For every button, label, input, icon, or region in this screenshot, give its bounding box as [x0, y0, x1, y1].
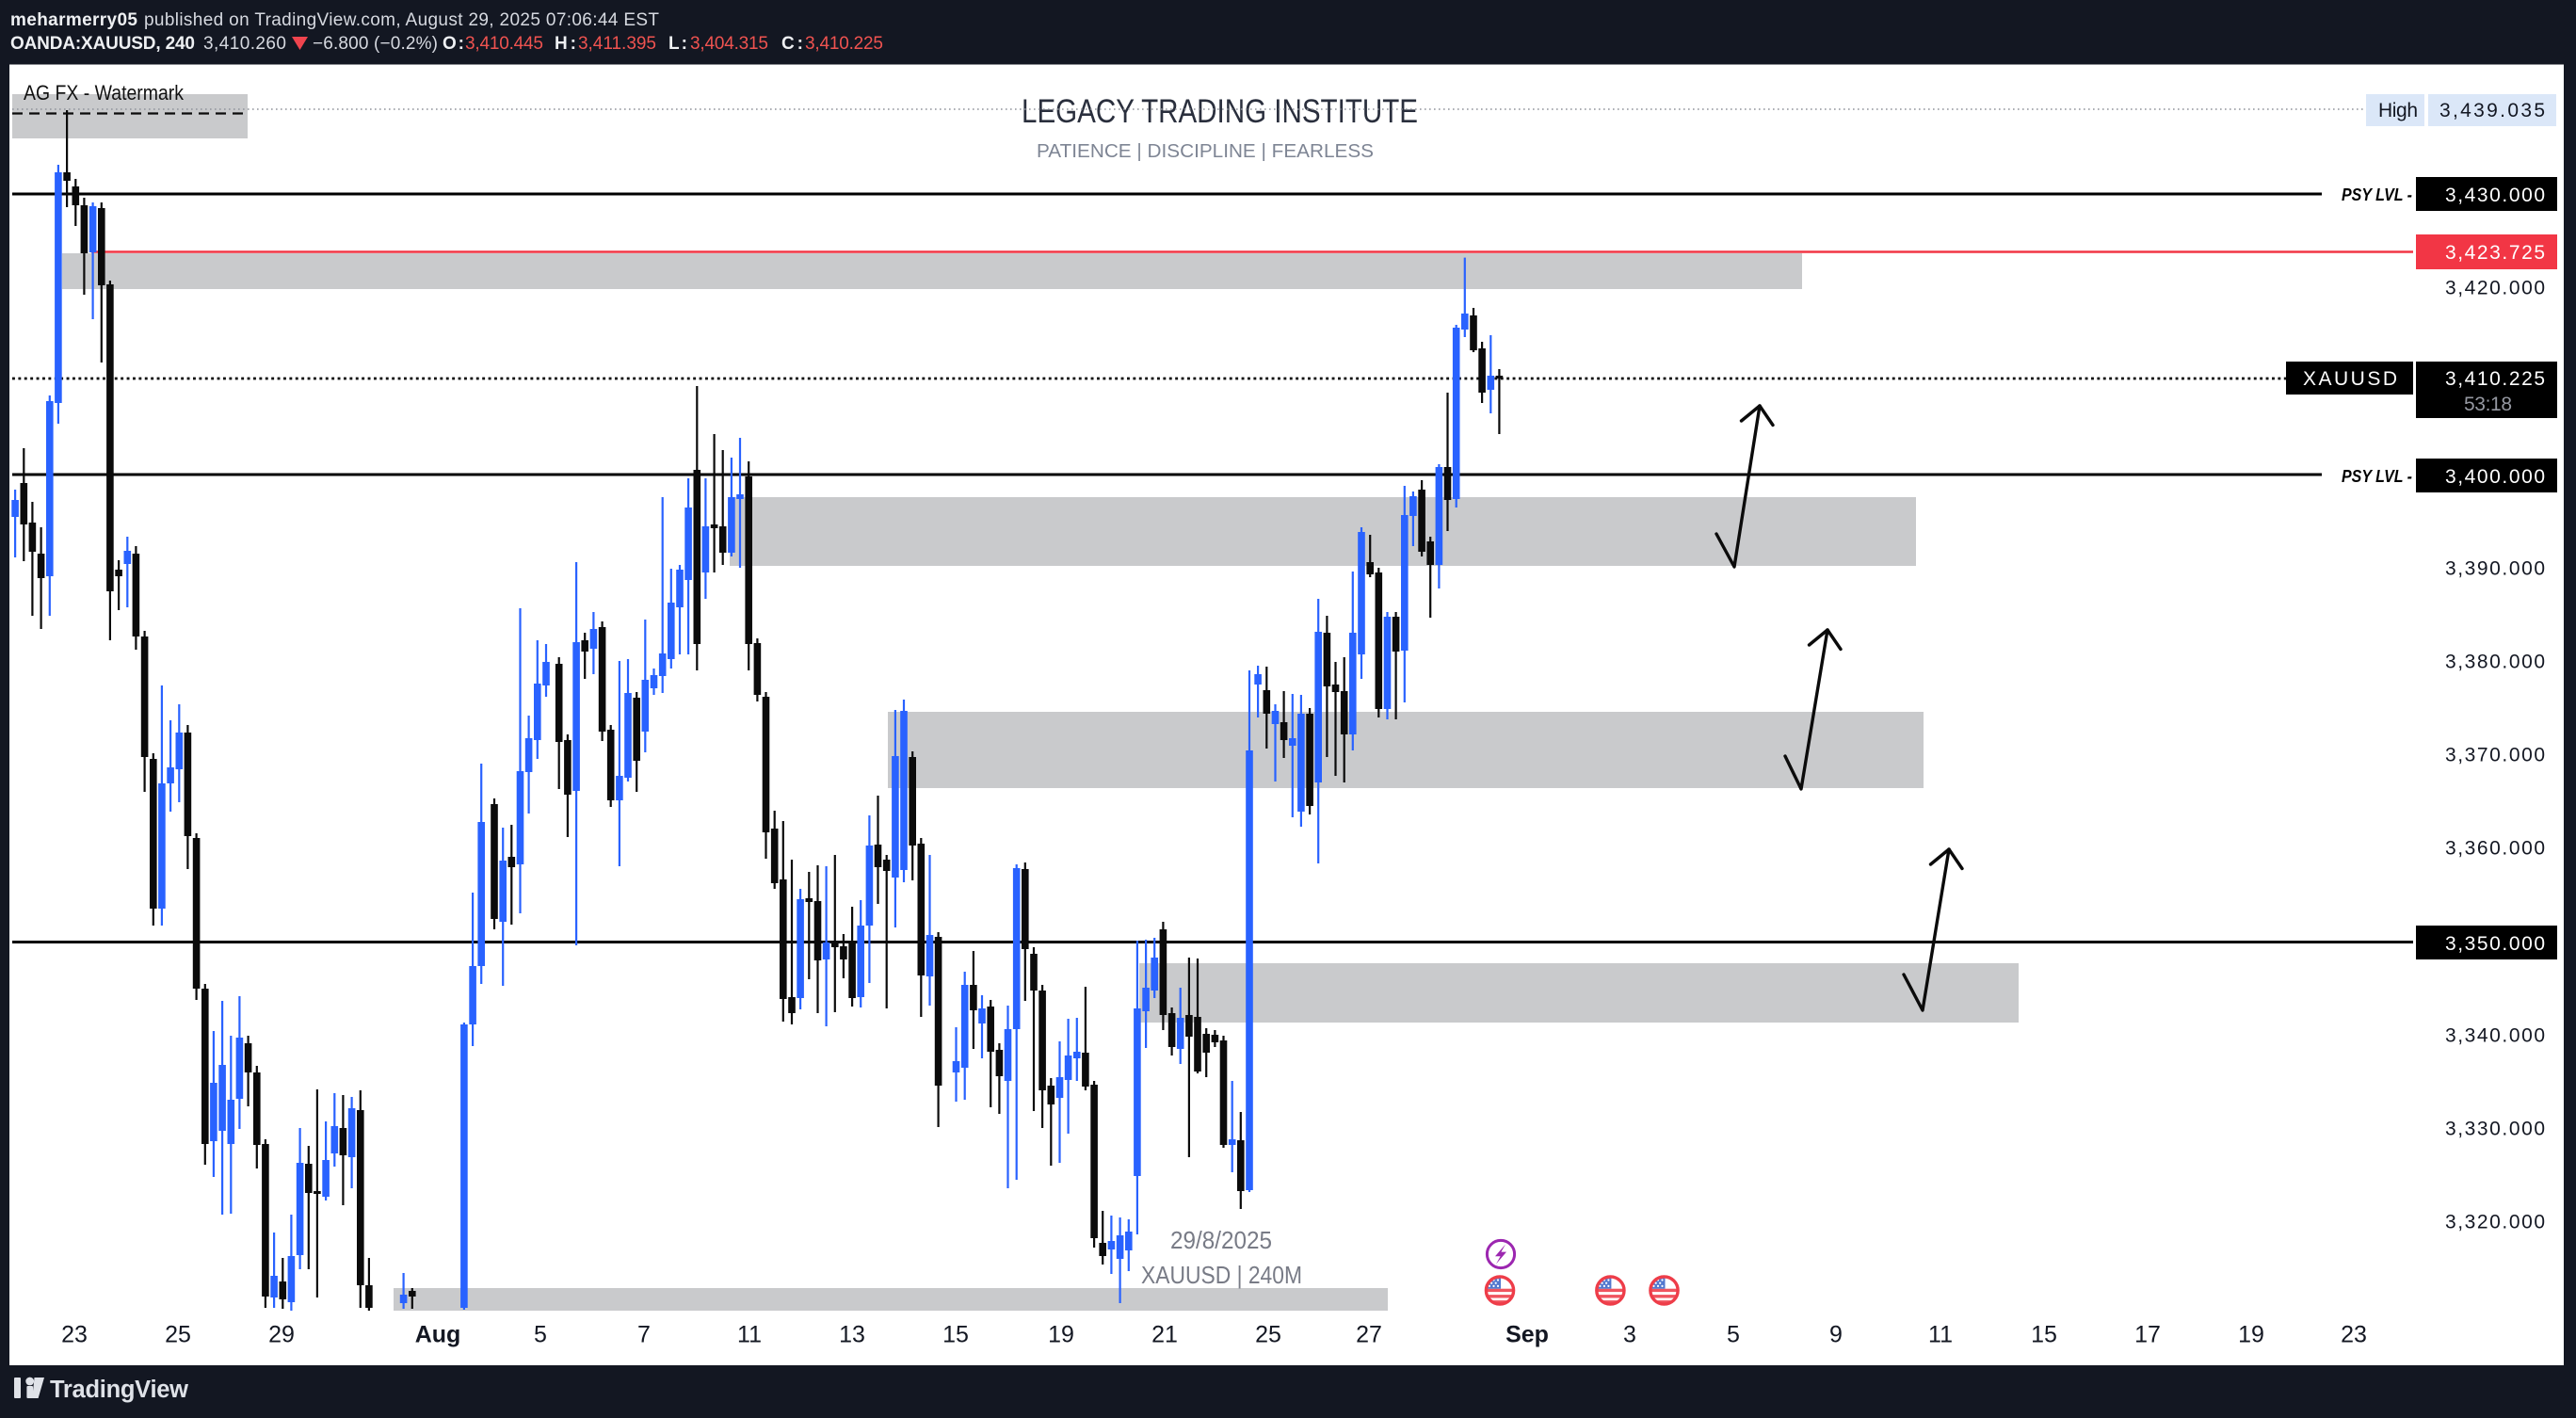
svg-text:25: 25: [165, 1322, 191, 1348]
svg-text:3,410.225: 3,410.225: [805, 34, 883, 54]
svg-text:17: 17: [2134, 1322, 2161, 1348]
svg-text:21: 21: [1151, 1322, 1178, 1348]
svg-text:3,380.000: 3,380.000: [2445, 652, 2545, 673]
svg-text:19: 19: [2238, 1322, 2264, 1348]
svg-text:XAUUSD | 240M: XAUUSD | 240M: [1141, 1261, 1302, 1289]
svg-text:23: 23: [61, 1322, 88, 1348]
svg-text:5: 5: [534, 1322, 547, 1348]
svg-text:25: 25: [1255, 1322, 1281, 1348]
svg-text:PSY LVL -: PSY LVL -: [2342, 466, 2412, 486]
svg-text:3,320.000: 3,320.000: [2445, 1212, 2545, 1233]
svg-text:23: 23: [2341, 1322, 2367, 1348]
svg-text:13: 13: [839, 1322, 865, 1348]
svg-text:C:: C:: [781, 34, 803, 54]
svg-text:published on TradingView.com,: published on TradingView.com, August 29,…: [144, 10, 659, 30]
svg-text:3,411.395: 3,411.395: [578, 34, 656, 54]
svg-text:PSY LVL -: PSY LVL -: [2342, 185, 2412, 204]
svg-text:7: 7: [637, 1322, 651, 1348]
svg-text:3,340.000: 3,340.000: [2445, 1025, 2545, 1047]
svg-text:LEGACY TRADING INSTITUTE: LEGACY TRADING INSTITUTE: [1022, 93, 1418, 130]
svg-text:3,330.000: 3,330.000: [2445, 1119, 2545, 1140]
svg-text:3,423.725: 3,423.725: [2445, 242, 2545, 264]
svg-text:29/8/2025: 29/8/2025: [1170, 1226, 1272, 1254]
svg-text:3,400.000: 3,400.000: [2445, 466, 2545, 488]
svg-text:11: 11: [737, 1322, 762, 1348]
svg-text:15: 15: [2031, 1322, 2057, 1348]
svg-text:3,410.225: 3,410.225: [2445, 368, 2545, 390]
svg-text:XAUUSD: XAUUSD: [2303, 368, 2397, 390]
svg-text:53:18: 53:18: [2464, 394, 2512, 415]
svg-text:3,390.000: 3,390.000: [2445, 558, 2545, 580]
svg-text:High: High: [2378, 100, 2418, 121]
svg-text:3,404.315: 3,404.315: [690, 34, 768, 54]
svg-text:H:: H:: [555, 34, 576, 54]
svg-text:3,420.000: 3,420.000: [2445, 278, 2545, 299]
svg-text:−6.800 (−0.2%): −6.800 (−0.2%): [313, 34, 438, 54]
svg-text:TradingView: TradingView: [50, 1377, 188, 1403]
svg-text:19: 19: [1048, 1322, 1074, 1348]
svg-text:5: 5: [1727, 1322, 1740, 1348]
svg-text:3: 3: [1623, 1322, 1636, 1348]
svg-text:3,410.445: 3,410.445: [465, 34, 543, 54]
svg-text:PATIENCE | DISCIPLINE | FE: PATIENCE | DISCIPLINE | FEARLESS: [1037, 141, 1374, 162]
svg-text:AG FX - Watermark: AG FX - Watermark: [24, 81, 185, 105]
svg-text:L:: L:: [668, 34, 687, 54]
svg-text:9: 9: [1829, 1322, 1843, 1348]
svg-text:3,350.000: 3,350.000: [2445, 933, 2545, 955]
svg-text:27: 27: [1356, 1322, 1382, 1348]
svg-text:OANDA:XAUUSD, 240: OANDA:XAUUSD, 240: [10, 34, 195, 54]
svg-text:29: 29: [268, 1322, 295, 1348]
svg-text:3,370.000: 3,370.000: [2445, 745, 2545, 766]
svg-text:3,439.035: 3,439.035: [2439, 100, 2545, 121]
svg-text:meharmerry05: meharmerry05: [10, 10, 137, 30]
svg-text:3,430.000: 3,430.000: [2445, 185, 2545, 206]
svg-text:Sep: Sep: [1505, 1322, 1549, 1348]
svg-text:O:: O:: [443, 34, 464, 54]
svg-text:11: 11: [1928, 1322, 1953, 1348]
svg-text:Aug: Aug: [415, 1322, 461, 1348]
svg-text:3,360.000: 3,360.000: [2445, 838, 2545, 860]
svg-text:15: 15: [942, 1322, 969, 1348]
svg-text:3,410.260: 3,410.260: [203, 34, 286, 54]
